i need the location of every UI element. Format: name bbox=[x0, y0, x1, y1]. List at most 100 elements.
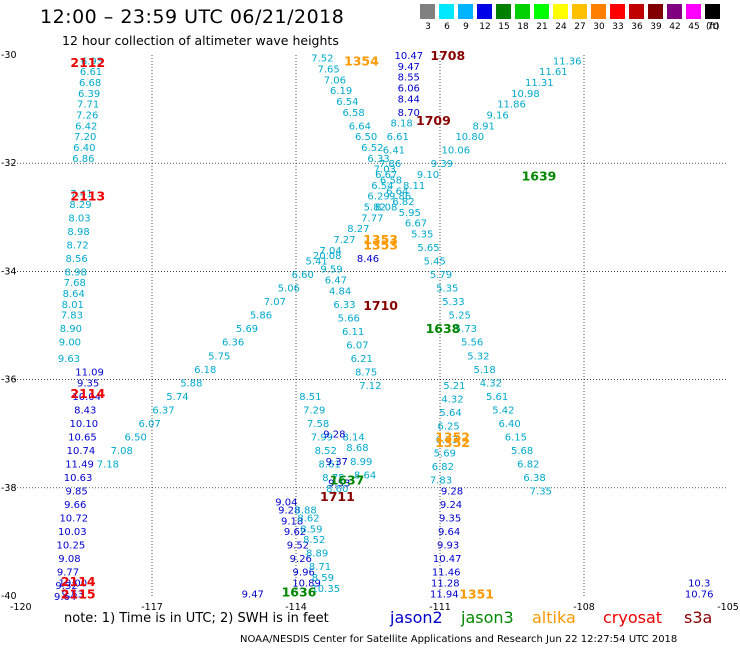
pass-number-label: 2114 bbox=[70, 386, 105, 401]
wave-height-value: 7.86 bbox=[379, 159, 401, 170]
wave-height-value: 9.37 bbox=[326, 457, 348, 468]
wave-height-value: 11.61 bbox=[539, 67, 568, 78]
wave-height-value: 8.98 bbox=[67, 227, 89, 238]
wave-height-value: 9.00 bbox=[59, 338, 81, 349]
wave-height-value: 6.50 bbox=[355, 132, 377, 143]
credit-line: NOAA/NESDIS Center for Satellite Applica… bbox=[240, 634, 678, 645]
wave-height-value: 8.52 bbox=[303, 535, 325, 546]
wave-height-value: 6.15 bbox=[505, 432, 527, 443]
scale-swatch bbox=[629, 4, 644, 19]
wave-height-value: 5.61 bbox=[486, 392, 508, 403]
pass-number-label: 1709 bbox=[416, 113, 451, 128]
wave-height-value: 8.18 bbox=[390, 119, 412, 130]
wave-height-value: 6.64 bbox=[386, 186, 408, 197]
wave-height-value: 10.25 bbox=[57, 541, 86, 552]
wave-height-value: 10.03 bbox=[58, 527, 87, 538]
scale-swatch bbox=[591, 4, 606, 19]
axis-ticks: -120 -117 -114 -111 -108 -105 -30 -32 -34 -36 -38 -… bbox=[1, 50, 739, 613]
scale-swatch bbox=[477, 4, 492, 19]
wave-height-value: 7.03 bbox=[374, 165, 396, 176]
wave-height-value: 7.27 bbox=[333, 235, 355, 246]
wave-height-value: 8.70 bbox=[398, 108, 420, 119]
wave-height-value: 9.28 bbox=[441, 487, 463, 498]
pass-number-label: 1638 bbox=[426, 321, 461, 336]
wave-height-value: 9.53 bbox=[328, 478, 350, 489]
wave-height-value: 6.33 bbox=[367, 154, 389, 165]
pass-number-label: 1639 bbox=[522, 169, 557, 184]
y-tick-label: -32 bbox=[1, 158, 17, 169]
wave-height-value: 5.32 bbox=[467, 351, 489, 362]
wave-height-value: 4.32 bbox=[441, 395, 463, 406]
wave-height-value: 9.93 bbox=[437, 541, 459, 552]
wave-height-value: 6.54 bbox=[371, 181, 393, 192]
wave-height-value: 10.3 bbox=[688, 578, 710, 589]
wave-height-value: 10.04 bbox=[72, 392, 101, 403]
wave-height-value: 6.07 bbox=[346, 340, 368, 351]
wave-height-value: 10.76 bbox=[685, 589, 714, 600]
pass-number-label: 1708 bbox=[430, 48, 465, 63]
wave-height-value: 11.46 bbox=[432, 568, 461, 579]
wave-height-value: 7.71 bbox=[77, 100, 99, 111]
scale-label: 24 bbox=[555, 22, 567, 32]
wave-height-value: 7.04 bbox=[319, 246, 341, 257]
y-tick-label: -36 bbox=[1, 375, 17, 386]
wave-height-value: 9.47 bbox=[242, 589, 264, 600]
wave-height-value: 9.08 bbox=[58, 554, 80, 565]
wave-height-value: 5.74 bbox=[166, 392, 188, 403]
pass-number-label: 1710 bbox=[363, 298, 398, 313]
scale-swatch bbox=[610, 4, 625, 19]
wave-height-value: 5.66 bbox=[338, 313, 360, 324]
wave-height-value: 8.01 bbox=[62, 300, 84, 311]
wave-height-value: 5.79 bbox=[430, 270, 452, 281]
wave-height-value: 8.59 bbox=[300, 524, 322, 535]
pass-number-label: 1352 bbox=[435, 435, 470, 450]
scale-label: 21 bbox=[536, 22, 548, 32]
wave-height-value: 9.86 bbox=[389, 192, 411, 203]
scale-label: 42 bbox=[669, 22, 681, 32]
wave-height-value: 6.58 bbox=[342, 108, 364, 119]
pass-number-label: 2114 bbox=[61, 574, 96, 589]
grid-lines bbox=[8, 55, 728, 596]
wave-height-value: 6.41 bbox=[383, 146, 405, 157]
wave-height-value: 9.35 bbox=[77, 378, 99, 389]
wave-height-value: 8.62 bbox=[297, 514, 319, 525]
scale-label: 15 bbox=[498, 22, 510, 32]
wave-height-value: 8.68 bbox=[346, 443, 368, 454]
wave-height-value: 6.67 bbox=[375, 170, 397, 181]
scale-label: 33 bbox=[612, 22, 624, 32]
wave-height-value: 9.47 bbox=[398, 62, 420, 73]
satellite-jason2: jason2 bbox=[390, 608, 443, 627]
wave-height-value: 5.69 bbox=[434, 449, 456, 460]
scale-swatch bbox=[667, 4, 682, 19]
wave-height-value: 7.83 bbox=[61, 311, 83, 322]
wave-height-value: 10.98 bbox=[511, 89, 540, 100]
wave-height-value: 5.69 bbox=[236, 324, 258, 335]
wave-height-value: 9.10 bbox=[417, 170, 439, 181]
wave-height-value: 7.65 bbox=[318, 65, 340, 76]
wave-height-value: 11.94 bbox=[430, 589, 459, 600]
wave-height-value: 5.65 bbox=[417, 243, 439, 254]
wave-height-value: 8.52 bbox=[315, 446, 337, 457]
wave-height-value: 7.58 bbox=[307, 419, 329, 430]
wave-height-value: 7.18 bbox=[97, 459, 119, 470]
wave-height-value: 6.64 bbox=[349, 121, 371, 132]
wave-height-value: 6.36 bbox=[222, 338, 244, 349]
wave-height-value: 9.85 bbox=[66, 487, 88, 498]
wave-height-value: 8.27 bbox=[347, 224, 369, 235]
pass-number-label: 1637 bbox=[330, 473, 365, 488]
wave-height-value: 9.59 bbox=[320, 265, 342, 276]
wave-height-value: 5.88 bbox=[180, 378, 202, 389]
wave-height-value: 6.19 bbox=[330, 86, 352, 97]
wave-height-value: 11.36 bbox=[553, 56, 582, 67]
wave-height-value: 10.00 bbox=[58, 578, 87, 589]
wave-height-value: 5.73 bbox=[455, 324, 477, 335]
wave-height-value: 8.51 bbox=[299, 392, 321, 403]
wave-height-value: 10.47 bbox=[433, 554, 462, 565]
wave-height-value: 10.63 bbox=[64, 473, 93, 484]
wave-height-value: 7.07 bbox=[264, 297, 286, 308]
pass-number-label: 2113 bbox=[70, 189, 105, 204]
wave-height-value: 6.61 bbox=[387, 132, 409, 143]
wave-height-value: 7.52 bbox=[311, 54, 333, 65]
wave-height-value: 8.99 bbox=[350, 457, 372, 468]
